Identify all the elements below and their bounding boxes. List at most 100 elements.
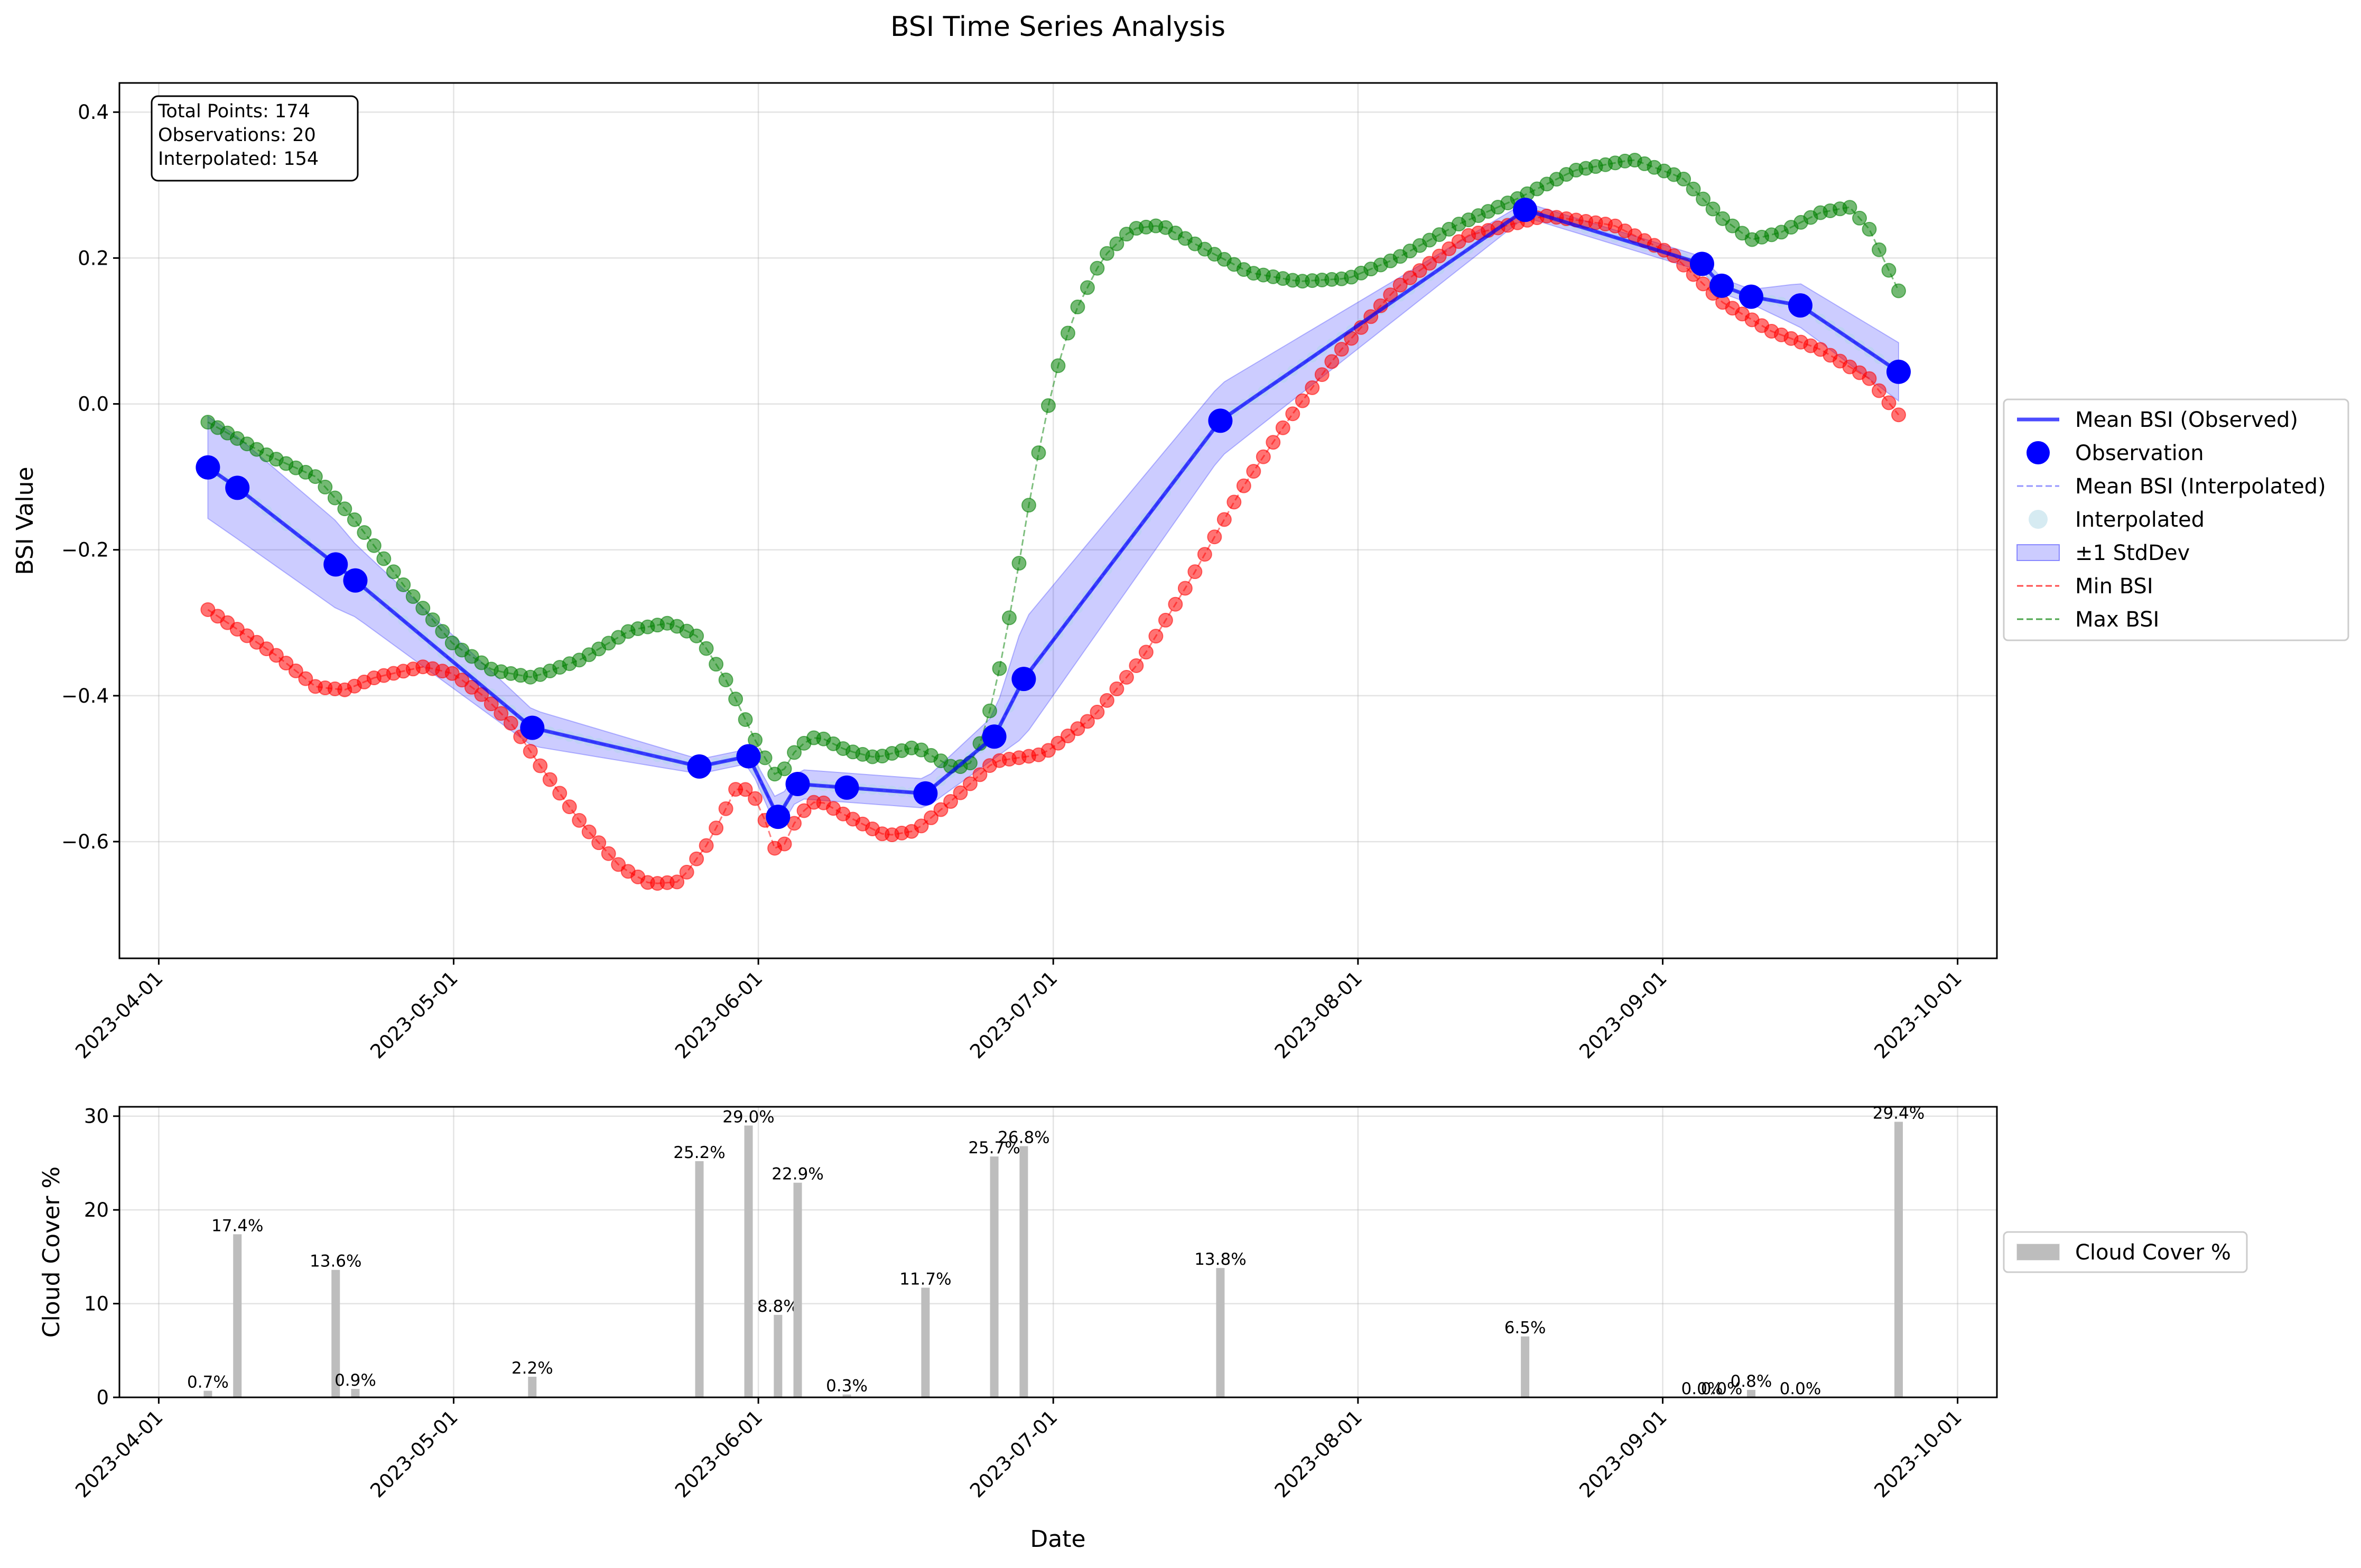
cloud-axes: 0.7% 17.4% 13.6% 0.9% 2.2% 25.2% 29.0% 8.8% 22.9… [38,1104,1998,1553]
max-bsi-point [1040,398,1056,413]
min-bsi-point [1305,380,1320,395]
min-bsi-point [1051,735,1066,751]
cloud-cover-bar-label: 0.9% [334,1371,376,1390]
bsi-legend: Mean BSI (Observed) Observation Mean BSI (… [2003,398,2349,641]
bsi-y-tick-label: −0.2 [61,539,109,562]
observation-point [1788,293,1812,318]
max-bsi-point [1842,200,1857,215]
observation-point [736,744,761,769]
min-bsi-point [1090,704,1105,720]
min-bsi-point [924,810,939,825]
bsi-y-tick-label: 0.4 [78,101,109,124]
bsi-ylabel: BSI Value [12,466,39,575]
max-bsi-point [1852,210,1867,226]
observation-point [1709,273,1734,298]
min-bsi-point [914,818,929,834]
max-bsi-point [425,612,440,628]
min-bsi-point [581,824,597,839]
min-bsi-point [748,791,763,806]
min-bsi-point [1129,658,1144,673]
min-bsi-point [1442,241,1457,256]
min-bsi-point [670,874,685,890]
bsi-x-tick-label: 2023-07-01 [965,967,1062,1063]
observation-point [687,754,712,779]
cloud-x-tick-label: 2023-08-01 [1270,1406,1367,1502]
min-bsi-point [533,758,548,773]
min-bsi-point [464,679,479,695]
cloud-cover-bar [233,1234,242,1397]
cloud-cover-bar [351,1389,360,1397]
min-bsi-point [484,696,499,712]
min-bsi-point [503,715,518,731]
min-bsi-point [1148,629,1164,644]
max-bsi-point [1051,358,1066,374]
min-bsi-point [943,794,959,809]
bsi-y-tick-label: −0.6 [61,830,109,853]
min-bsi-point [1392,277,1408,293]
min-bsi-point [494,706,509,721]
observation-point [1886,359,1911,384]
bsi-x-tick-label: 2023-06-01 [671,967,767,1063]
max-bsi-point [386,564,401,580]
cloud-cover-bar [842,1394,851,1397]
max-bsi-point [1871,242,1886,257]
min-bsi-point [1256,449,1271,464]
cloud-cover-bar-label: 2.2% [512,1359,553,1378]
bsi-y-tick-label: 0.0 [78,393,109,416]
cloud-cover-bar-label: 0.0% [1701,1379,1743,1398]
min-bsi-point [572,813,587,828]
min-bsi-point [1275,420,1290,435]
min-bsi-point [562,799,577,815]
cloud-x-tick-label: 2023-05-01 [366,1406,462,1502]
min-bsi-point [601,846,616,861]
min-bsi-point [552,786,568,801]
cloud-cover-bar [331,1270,340,1397]
observation-point [982,724,1007,749]
min-bsi-point [738,782,753,797]
min-bsi-point [1871,383,1886,398]
stats-total-points: Total Points: 174 [157,101,310,122]
min-bsi-point [1070,721,1085,736]
min-bsi-point [268,648,284,663]
max-bsi-point [396,577,411,592]
cloud-cover-bar [1521,1336,1530,1397]
min-bsi-point [689,851,704,866]
cloud-legend-item-label: Cloud Cover % [2075,1240,2231,1265]
max-bsi-point [1676,171,1691,186]
bsi-y-tick-label: 0.2 [78,247,109,269]
min-bsi-point [1324,354,1340,369]
cloud-cover-bar [990,1156,999,1397]
min-bsi-point [1881,395,1897,410]
min-bsi-point [796,803,812,818]
cloud-x-tick-label: 2023-06-01 [671,1406,767,1502]
cloud-cover-bar [793,1182,802,1397]
bsi-legend-item-label: Max BSI [2075,608,2159,632]
max-bsi-point [699,641,714,656]
min-bsi-point [962,776,978,791]
max-bsi-point [435,624,450,639]
observation-point [834,775,859,800]
cloud-legend-item-swatch [2016,1244,2060,1261]
cloud-cover-bar-label: 8.8% [757,1297,799,1316]
observation-point [1689,251,1714,276]
min-bsi-point [1216,512,1232,527]
cloud-cover-bar-label: 0.0% [1780,1379,1821,1398]
bsi-legend-item-label: ±1 StdDev [2075,541,2190,565]
min-bsi-point [542,772,557,787]
observation-point [766,805,791,829]
observation-point [1011,667,1036,692]
min-bsi-point [1412,263,1427,278]
max-bsi-point [738,712,753,727]
cloud-cover-bar [528,1376,537,1397]
cloud-cover-bar-label: 17.4% [211,1216,263,1235]
cloud-cover-bar-label: 0.8% [1731,1372,1772,1391]
min-bsi-point [1432,248,1447,264]
cloud-cover-bar [203,1390,212,1397]
cloud-grid [119,1107,1997,1398]
max-bsi-point [1715,211,1731,226]
cloud-cover-bar-label: 25.2% [673,1143,725,1162]
min-bsi-point [933,802,949,817]
max-bsi-point [1881,263,1897,278]
min-bsi-point [1285,406,1300,422]
